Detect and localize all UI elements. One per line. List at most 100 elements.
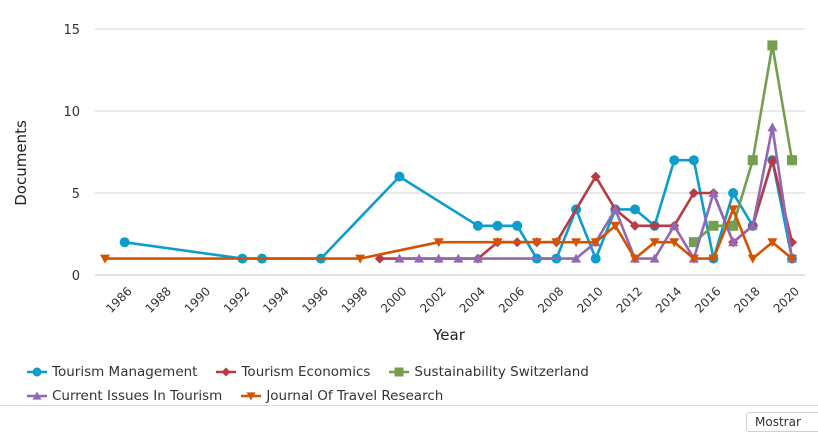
data-point[interactable]: [119, 237, 130, 248]
data-point[interactable]: [571, 253, 582, 263]
x-tick-label: 2016: [692, 284, 723, 315]
data-point[interactable]: [531, 238, 542, 248]
data-point[interactable]: [453, 253, 464, 263]
x-tick-label: 2018: [731, 284, 762, 315]
y-tick-label: 5: [72, 187, 80, 202]
data-point[interactable]: [433, 238, 444, 248]
data-point[interactable]: [747, 254, 758, 264]
legend-label: Sustainability Switzerland: [414, 364, 589, 380]
data-point[interactable]: [571, 238, 582, 248]
x-tick-label: 1992: [221, 284, 252, 315]
data-point[interactable]: [787, 254, 797, 264]
legend-item[interactable]: Journal Of Travel Research: [240, 388, 443, 404]
triangle-down-marker-icon: [241, 392, 262, 401]
x-tick-label: 1996: [300, 284, 331, 315]
data-point[interactable]: [433, 253, 444, 263]
legend-item[interactable]: Sustainability Switzerland: [388, 364, 589, 380]
x-tick-label: 1998: [339, 284, 370, 315]
square-marker-icon: [389, 367, 410, 377]
legend-item[interactable]: Tourism Economics: [215, 364, 370, 380]
more-button[interactable]: Mostrar: [746, 412, 818, 432]
legend-item[interactable]: Current Issues In Tourism: [26, 388, 222, 404]
legend-label: Tourism Economics: [241, 364, 371, 380]
triangle-up-marker-icon: [27, 391, 47, 400]
data-point[interactable]: [355, 254, 366, 264]
legend-label: Journal Of Travel Research: [266, 388, 444, 404]
data-point[interactable]: [708, 220, 719, 231]
x-axis-ticks: 1986 1988 1990 1992 1994 1996 1998 2000 2002 2004…: [103, 284, 802, 315]
divider: [0, 405, 818, 406]
data-point[interactable]: [590, 238, 601, 248]
y-tick-label: 0: [72, 269, 80, 284]
y-tick-label: 15: [63, 23, 80, 38]
data-point[interactable]: [472, 220, 483, 231]
grid-lines: [95, 28, 805, 276]
data-point[interactable]: [747, 220, 758, 230]
data-point[interactable]: [728, 205, 739, 215]
data-point[interactable]: [649, 220, 660, 231]
data-point[interactable]: [728, 188, 739, 198]
data-point[interactable]: [610, 221, 621, 231]
data-point[interactable]: [551, 238, 562, 248]
data-point[interactable]: [629, 204, 640, 215]
x-tick-label: 2006: [496, 284, 527, 315]
diamond-marker-icon: [216, 367, 237, 377]
data-point[interactable]: [649, 238, 660, 248]
data-point[interactable]: [688, 155, 699, 166]
data-point[interactable]: [708, 254, 719, 264]
data-point[interactable]: [492, 220, 503, 231]
data-point[interactable]: [669, 238, 680, 248]
x-tick-label: 2004: [457, 284, 488, 315]
series-tourism-management: [119, 155, 797, 264]
data-point[interactable]: [512, 220, 523, 231]
data-point[interactable]: [492, 238, 503, 248]
data-point[interactable]: [767, 238, 778, 248]
data-point[interactable]: [688, 188, 699, 198]
legend: Tourism Management Tourism Economics Susta…: [26, 360, 626, 408]
legend-label: Current Issues In Tourism: [52, 388, 223, 404]
circle-marker-icon: [27, 367, 47, 377]
data-point[interactable]: [590, 253, 601, 264]
x-tick-label: 2008: [535, 284, 566, 315]
data-point[interactable]: [394, 253, 405, 263]
data-point[interactable]: [472, 253, 483, 263]
x-tick-label: 2010: [574, 284, 605, 315]
data-point[interactable]: [728, 237, 739, 247]
data-point[interactable]: [629, 254, 640, 264]
data-point[interactable]: [767, 122, 778, 132]
legend-row: Current Issues In Tourism Journal Of Trav…: [26, 384, 626, 408]
line-chart: 0 5 10 15 1986 1988 1990 1992 1994 1996 1998 2000 2…: [12, 23, 805, 344]
legend-label: Tourism Management: [52, 364, 198, 380]
data-point[interactable]: [787, 155, 797, 166]
legend-item[interactable]: Tourism Management: [26, 364, 197, 380]
data-point[interactable]: [394, 171, 405, 182]
data-point[interactable]: [767, 40, 778, 51]
x-tick-label: 1990: [182, 284, 213, 315]
data-point[interactable]: [708, 188, 719, 197]
data-point[interactable]: [747, 155, 758, 166]
data-point[interactable]: [669, 155, 680, 166]
y-axis-ticks: 0 5 10 15: [63, 23, 80, 284]
x-tick-label: 2000: [378, 284, 409, 315]
x-axis-title: Year: [432, 326, 466, 344]
data-point[interactable]: [728, 220, 739, 231]
data-point[interactable]: [414, 253, 425, 263]
x-tick-label: 2012: [614, 284, 645, 315]
y-tick-label: 10: [63, 105, 80, 120]
data-point[interactable]: [100, 254, 110, 264]
data-point[interactable]: [688, 237, 699, 248]
series-journal-of-travel-research: [100, 205, 797, 264]
legend-row: Tourism Management Tourism Economics Susta…: [26, 360, 626, 384]
x-tick-label: 1994: [260, 284, 291, 315]
data-point[interactable]: [590, 171, 601, 182]
x-tick-label: 2014: [653, 284, 684, 315]
data-point[interactable]: [669, 220, 680, 230]
series-sustainability-switzerland: [688, 40, 797, 248]
data-point[interactable]: [610, 204, 621, 214]
data-point[interactable]: [688, 254, 699, 264]
data-point[interactable]: [767, 155, 778, 166]
data-point[interactable]: [629, 220, 640, 231]
series-layer: [100, 40, 797, 264]
data-point[interactable]: [649, 253, 660, 263]
y-axis-title: Documents: [12, 120, 30, 206]
